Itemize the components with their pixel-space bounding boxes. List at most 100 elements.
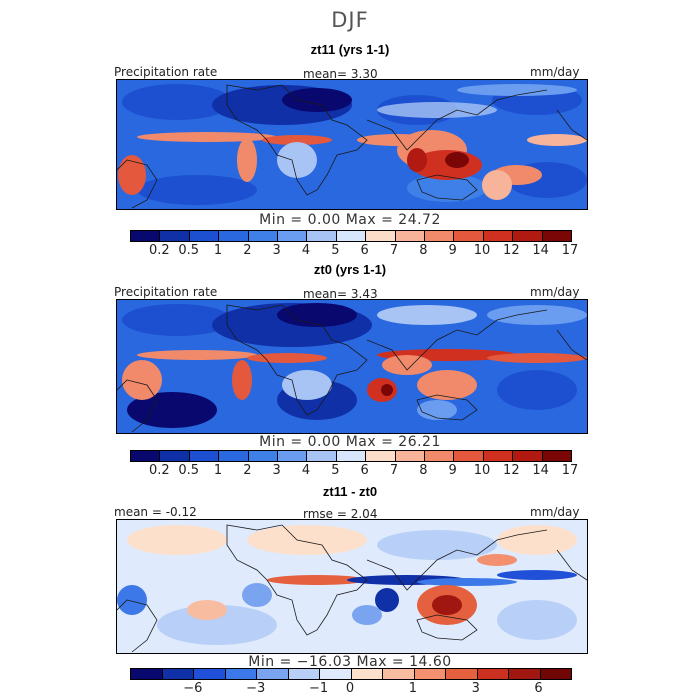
colorbar-tick-label: −3 [246,681,266,696]
panel1-map-svg [117,80,587,209]
panel3-colorbar [130,668,572,680]
colorbar-swatch [425,451,455,461]
panel1-map [116,79,588,210]
colorbar-swatch [320,669,352,679]
colorbar-tick-label: 1 [408,681,417,696]
colorbar-tick-label: 5 [331,463,340,478]
colorbar-swatch [425,231,455,241]
colorbar-swatch [542,451,572,461]
panel3-minmax: Min = −16.03 Max = 14.60 [248,654,452,670]
colorbar-swatch [366,451,396,461]
panel2-colorbar [130,450,572,462]
colorbar-swatch [248,231,279,241]
colorbar-swatch [542,231,572,241]
colorbar-tick-label: 17 [561,463,579,478]
panel2-title: zt0 (yrs 1-1) [313,262,387,277]
colorbar-swatch [288,669,320,679]
colorbar-tick-label: 2 [243,463,252,478]
colorbar-tick-label: 6 [360,243,369,258]
colorbar-swatch [336,231,367,241]
colorbar-tick-label: 6 [360,463,369,478]
colorbar-tick-label: 0.2 [148,463,170,478]
panel2-minmax: Min = 0.00 Max = 26.21 [259,434,441,450]
colorbar-tick-label: 8 [419,463,428,478]
colorbar-tick-label: 17 [561,243,579,258]
panel3-colorbar-ticks: −6 −3 −1 0 1 3 6 [130,681,570,697]
colorbar-swatch [307,231,337,241]
colorbar-tick-label: 8 [419,243,428,258]
colorbar-swatch [307,451,337,461]
colorbar-tick-label: 1 [213,243,223,258]
colorbar-tick-label: 12 [503,243,520,258]
colorbar-swatch [225,669,257,679]
colorbar-tick-label: 5 [331,243,340,258]
panel2-colorbar-ticks: 0.2 0.5 1 2 3 4 5 6 7 8 9 10 12 14 17 [130,463,578,479]
panel2-field-label: Precipitation rate [114,285,218,299]
colorbar-swatch [454,451,484,461]
colorbar-swatch [162,669,194,679]
colorbar-swatch [219,231,249,241]
colorbar-swatch [131,231,161,241]
colorbar-swatch [540,669,571,679]
colorbar-tick-label: 7 [389,243,399,258]
panel1-colorbar [130,230,572,242]
colorbar-tick-label: 2 [243,243,252,258]
panel1-colorbar-ticks: 0.2 0.5 1 2 3 4 5 6 7 8 9 10 12 14 17 [130,243,578,259]
colorbar-swatch [513,231,543,241]
colorbar-swatch [131,451,161,461]
colorbar-swatch [477,669,509,679]
colorbar-swatch [383,669,415,679]
colorbar-swatch [160,231,190,241]
colorbar-swatch [194,669,226,679]
colorbar-swatch [160,451,190,461]
panel2-map-svg [117,300,587,433]
panel3-map [116,519,588,654]
colorbar-tick-label: −1 [308,681,329,696]
colorbar-tick-label: 3 [272,463,281,478]
colorbar-tick-label: 1 [213,463,223,478]
colorbar-tick-label: 12 [503,463,520,478]
panel3-rmse-label: rmse = 2.04 [303,507,378,521]
colorbar-tick-label: 14 [532,463,549,478]
colorbar-swatch [395,231,426,241]
colorbar-swatch [483,451,514,461]
panel1-title: zt11 (yrs 1-1) [310,42,390,57]
panel3-map-svg [117,520,587,653]
colorbar-swatch [414,669,446,679]
panel2-mean-label: mean= 3.43 [303,287,378,301]
colorbar-swatch [351,669,383,679]
colorbar-tick-label: 0.5 [178,243,199,258]
colorbar-swatch [189,231,220,241]
colorbar-swatch [366,231,396,241]
colorbar-tick-label: 14 [532,243,549,258]
colorbar-tick-label: 0.5 [178,463,199,478]
colorbar-tick-label: 0 [345,681,355,696]
panel1-field-label: Precipitation rate [114,65,218,79]
colorbar-tick-label: 3 [471,681,480,696]
colorbar-swatch [336,451,367,461]
panel1-minmax: Min = 0.00 Max = 24.72 [259,212,441,228]
colorbar-swatch [131,669,163,679]
colorbar-swatch [446,669,478,679]
colorbar-swatch [395,451,426,461]
colorbar-tick-label: 0.2 [148,243,170,258]
colorbar-tick-label: 3 [272,243,281,258]
colorbar-swatch [454,231,484,241]
colorbar-tick-label: 4 [301,463,311,478]
panel3-mean-label: mean = -0.12 [114,505,197,519]
colorbar-tick-label: 10 [473,463,491,478]
panel3-units-label: mm/day [530,505,580,519]
colorbar-tick-label: 9 [448,463,457,478]
panel1-units-label: mm/day [530,65,580,79]
panel1-mean-label: mean= 3.30 [303,67,378,81]
colorbar-swatch [513,451,543,461]
colorbar-swatch [248,451,279,461]
colorbar-tick-label: 4 [301,243,311,258]
panel3-title: zt11 - zt0 [322,484,378,499]
colorbar-swatch [278,231,308,241]
colorbar-swatch [219,451,249,461]
colorbar-swatch [257,669,289,679]
panel2-units-label: mm/day [530,285,580,299]
season-title: DJF [331,8,369,32]
colorbar-swatch [483,231,514,241]
